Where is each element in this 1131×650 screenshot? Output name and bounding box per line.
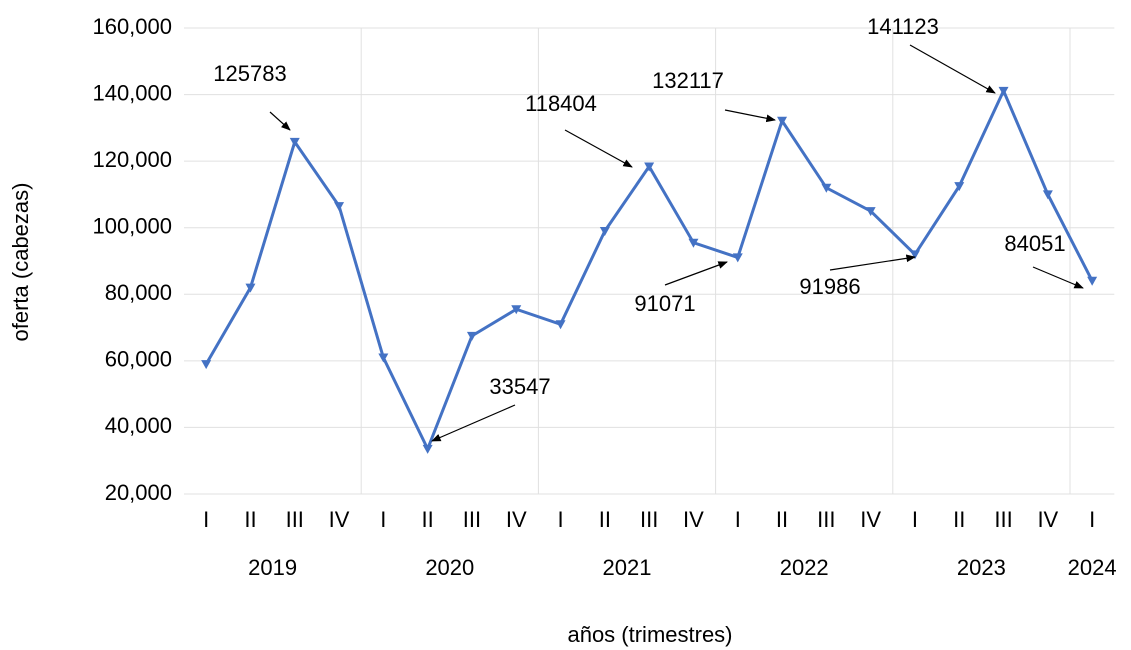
x-tick-label: I: [735, 507, 741, 532]
annotation-label: 141123: [867, 14, 939, 39]
annotation-label: 125783: [213, 61, 286, 86]
annotation-label: 132117: [652, 68, 724, 93]
x-tick-label: II: [776, 507, 788, 532]
x-tick-label: II: [244, 507, 256, 532]
year-label: 2024: [1068, 555, 1117, 580]
year-label: 2023: [957, 555, 1006, 580]
annotation-label: 33547: [489, 374, 550, 399]
y-axis-title: oferta (cabezas): [8, 183, 33, 342]
annotation-arrow: [909, 44, 996, 94]
series-line: [204, 87, 1094, 453]
x-tick-label: II: [953, 507, 965, 532]
x-tick-label: II: [422, 507, 434, 532]
point-marker: [289, 137, 300, 147]
annotation-arrow: [724, 109, 776, 123]
point-marker: [511, 305, 522, 315]
point-marker: [821, 183, 832, 193]
x-tick-label: I: [912, 507, 918, 532]
annotation-label: 118404: [525, 91, 597, 116]
point-marker: [777, 116, 788, 126]
x-tick-label: III: [640, 507, 658, 532]
annotation-arrow: [564, 129, 633, 168]
point-marker: [865, 207, 876, 217]
point-marker: [555, 320, 566, 330]
x-tick-label: IV: [683, 507, 704, 532]
x-tick-label: I: [380, 507, 386, 532]
point-marker: [688, 238, 699, 248]
annotation-label: 84051: [1004, 231, 1065, 256]
annotation-label: 91986: [799, 274, 860, 299]
y-tick-label: 40,000: [105, 413, 172, 438]
annotation-arrow: [1032, 266, 1084, 289]
y-tick-label: 60,000: [105, 347, 172, 372]
annotation-arrow: [269, 111, 291, 131]
y-tick-label: 140,000: [92, 80, 172, 105]
year-label: 2020: [425, 555, 474, 580]
point-marker: [1087, 276, 1098, 286]
x-tick-label: IV: [860, 507, 881, 532]
year-label: 2021: [603, 555, 652, 580]
x-tick-label: III: [463, 507, 481, 532]
point-marker: [334, 202, 345, 212]
annotation-arrow: [664, 261, 728, 286]
x-tick-label: I: [203, 507, 209, 532]
y-tick-label: 20,000: [105, 480, 172, 505]
point-marker: [245, 283, 256, 293]
y-tick-label: 80,000: [105, 280, 172, 305]
point-marker: [599, 227, 610, 237]
annotation-label: 91071: [634, 291, 695, 316]
x-tick-label: IV: [506, 507, 527, 532]
annotation-arrow: [829, 254, 916, 271]
point-marker: [998, 86, 1009, 96]
x-tick-label: III: [286, 507, 304, 532]
x-tick-label: IV: [329, 507, 350, 532]
x-axis-title: años (trimestres): [567, 622, 732, 647]
x-tick-label: III: [817, 507, 835, 532]
point-marker: [732, 253, 743, 263]
point-marker: [378, 353, 389, 363]
year-label: 2022: [780, 555, 829, 580]
point-marker: [201, 360, 212, 370]
x-tick-label: III: [994, 507, 1012, 532]
point-marker: [422, 444, 433, 454]
year-label: 2019: [248, 555, 297, 580]
point-marker: [644, 162, 655, 172]
y-tick-label: 100,000: [92, 214, 172, 239]
point-marker: [466, 331, 477, 341]
x-tick-label: II: [599, 507, 611, 532]
x-tick-label: IV: [1037, 507, 1058, 532]
point-marker: [1042, 190, 1053, 200]
y-tick-label: 160,000: [92, 14, 172, 39]
point-marker: [954, 182, 965, 192]
x-tick-label: I: [1089, 507, 1095, 532]
y-tick-label: 120,000: [92, 147, 172, 172]
x-tick-label: I: [557, 507, 563, 532]
annotation-arrow: [431, 404, 516, 442]
